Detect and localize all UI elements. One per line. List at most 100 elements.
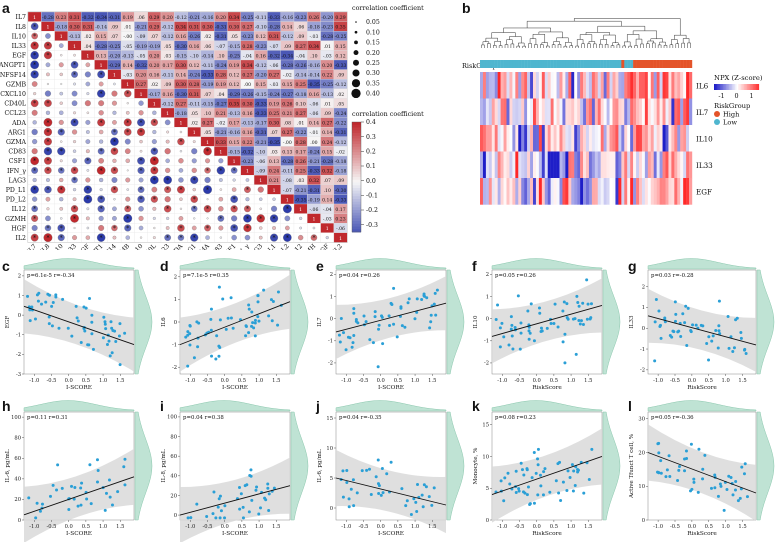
heat-cell xyxy=(506,151,510,179)
npx-legend-swatch xyxy=(738,84,740,90)
cell-value: 0.22 xyxy=(322,73,332,79)
cell-value: -0.33 xyxy=(308,169,320,175)
corr-circle xyxy=(166,216,170,220)
corr-circle xyxy=(256,214,265,223)
significance-mark: * xyxy=(140,129,143,136)
heat-cell xyxy=(527,151,531,179)
data-point xyxy=(518,347,522,351)
corr-circle xyxy=(85,81,91,87)
panel-letter-j: j xyxy=(316,398,320,414)
y-axis-label: EGF xyxy=(5,316,11,329)
data-point xyxy=(217,354,221,358)
data-point xyxy=(719,484,723,488)
corr-circle xyxy=(30,41,39,50)
heat-cell xyxy=(530,98,534,126)
x-axis-label: I-SCORE xyxy=(66,531,92,537)
riskgroup-cell xyxy=(630,60,634,68)
heat-cell xyxy=(518,72,522,99)
dendrogram-branch xyxy=(640,43,644,48)
corr-circle xyxy=(110,137,119,146)
heat-cell xyxy=(662,178,666,205)
data-point xyxy=(710,339,714,343)
data-point xyxy=(654,297,658,301)
significance-mark: * xyxy=(126,225,129,232)
riskgroup-cell xyxy=(615,60,619,68)
corr-circle xyxy=(245,197,250,202)
corr-circle xyxy=(193,217,196,220)
data-point xyxy=(557,491,561,495)
stat-annotation: p=0.04 r=0.38 xyxy=(183,415,224,421)
data-point xyxy=(102,315,106,319)
x-tick-label-0: -1.0 xyxy=(341,524,351,530)
size-legend-circle xyxy=(353,50,359,56)
data-point xyxy=(739,330,743,334)
dendrogram-branch xyxy=(529,38,537,45)
x-tick-label-2: 0.0 xyxy=(688,378,696,384)
heat-cell xyxy=(491,72,495,99)
cell-value: -.06 xyxy=(270,63,279,69)
significance-mark: * xyxy=(273,216,276,223)
cell-value: 0.14 xyxy=(123,63,133,69)
density-top xyxy=(491,258,603,270)
x-axis-label: I-SCORE xyxy=(378,531,404,537)
x-tick-label-2: 0.0 xyxy=(65,524,73,530)
corr-circle xyxy=(270,233,279,242)
cell-value: 0.16 xyxy=(242,111,252,117)
cell-value: -.10 xyxy=(190,53,199,59)
corr-circle xyxy=(72,149,77,153)
cell-value: -.06 xyxy=(336,226,345,232)
corr-circle xyxy=(84,71,91,78)
cell-value: -.09 xyxy=(137,34,146,40)
corr-circle xyxy=(32,177,37,183)
heat-cell xyxy=(583,98,587,126)
heat-cell xyxy=(550,72,554,99)
heat-row-label-2: IL10 xyxy=(696,134,713,143)
riskgroup-cell xyxy=(627,60,631,68)
y-tick-label-0: -3 xyxy=(16,372,21,378)
color-legend-label-5: -0.1 xyxy=(366,193,378,200)
data-point xyxy=(79,486,83,490)
stat-annotation: p=0.04 r=0.26 xyxy=(339,273,380,279)
corr-circle xyxy=(71,70,78,78)
density-right xyxy=(446,269,465,375)
data-point xyxy=(82,305,86,309)
data-point xyxy=(663,316,667,320)
cell-value: .02 xyxy=(204,34,211,40)
data-point xyxy=(683,321,687,325)
corr-circle xyxy=(149,156,159,166)
data-point xyxy=(67,508,71,512)
data-point xyxy=(214,357,218,361)
dendrogram-branch xyxy=(624,41,631,47)
heat-cell xyxy=(597,178,601,205)
row-label-8: CXCL10 xyxy=(0,91,26,98)
dendrogram-branch xyxy=(652,42,656,48)
cell-value: -0.33 xyxy=(202,73,214,79)
density-top xyxy=(179,258,291,270)
x-tick-label-4: 1.0 xyxy=(255,524,263,530)
significance-mark: * xyxy=(46,101,49,108)
heat-cell xyxy=(527,178,531,205)
cell-value: 0.16 xyxy=(242,130,252,136)
heat-cell xyxy=(512,98,516,126)
heat-cell xyxy=(586,151,590,179)
data-point xyxy=(527,337,531,341)
heat-cell xyxy=(500,125,504,152)
cell-value: 0.14 xyxy=(322,130,332,136)
data-point xyxy=(732,346,736,350)
heat-cell xyxy=(609,178,613,205)
heat-cell xyxy=(618,125,622,152)
cell-value: 0.27 xyxy=(136,82,146,88)
corr-circle xyxy=(84,157,92,165)
corr-circle xyxy=(43,41,52,50)
data-point xyxy=(60,486,64,490)
data-point xyxy=(525,468,529,472)
data-point xyxy=(734,479,738,483)
heat-cell xyxy=(541,178,545,205)
data-point xyxy=(238,507,242,511)
x-tick-label-5: 1.5 xyxy=(116,524,124,530)
data-point xyxy=(186,364,190,368)
y-tick-label-0: 0 xyxy=(642,518,645,524)
cell-value: -0.25 xyxy=(321,82,333,88)
data-point xyxy=(545,326,549,330)
cell-value: 0.35 xyxy=(335,25,345,31)
